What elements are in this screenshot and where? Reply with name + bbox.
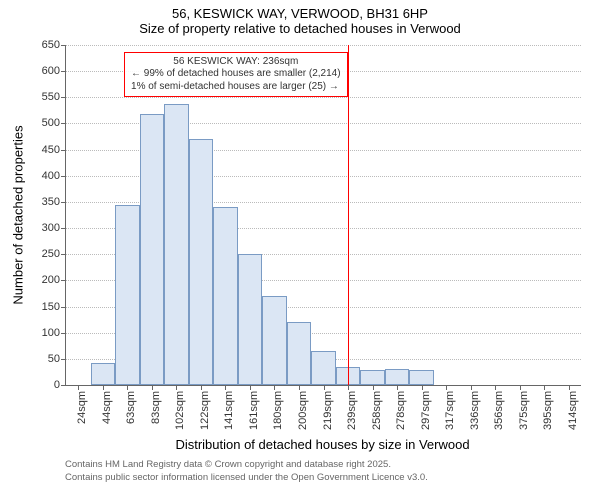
- y-tick-label: 450: [42, 144, 66, 156]
- histogram-bar: [262, 296, 287, 385]
- x-tick-label: 356sqm: [491, 391, 505, 430]
- annotation-line: ← 99% of detached houses are smaller (2,…: [131, 68, 341, 81]
- x-tick-mark: [225, 385, 226, 390]
- y-tick-label: 250: [42, 248, 66, 260]
- x-tick-label: 219sqm: [320, 391, 334, 430]
- x-tick-label: 336sqm: [467, 391, 481, 430]
- x-tick-label: 141sqm: [221, 391, 235, 430]
- histogram-bar: [91, 363, 116, 385]
- y-tick-label: 300: [42, 222, 66, 234]
- y-tick-label: 350: [42, 196, 66, 208]
- histogram-bar: [287, 322, 312, 385]
- annotation-box: 56 KESWICK WAY: 236sqm← 99% of detached …: [124, 52, 348, 98]
- x-tick-label: 317sqm: [442, 391, 456, 430]
- x-tick-mark: [324, 385, 325, 390]
- footer-line-1: Contains HM Land Registry data © Crown c…: [65, 459, 391, 470]
- reference-line: [348, 45, 349, 385]
- y-axis-label: Number of detached properties: [11, 125, 26, 304]
- annotation-line: 1% of semi-detached houses are larger (2…: [131, 81, 341, 94]
- histogram-bar: [360, 370, 385, 385]
- histogram-bar: [189, 139, 214, 385]
- x-axis-label: Distribution of detached houses by size …: [175, 437, 469, 452]
- x-tick-mark: [103, 385, 104, 390]
- x-tick-mark: [422, 385, 423, 390]
- x-tick-label: 375sqm: [516, 391, 530, 430]
- x-tick-label: 180sqm: [270, 391, 284, 430]
- x-tick-mark: [373, 385, 374, 390]
- x-tick-label: 278sqm: [393, 391, 407, 430]
- grid-line: [66, 97, 581, 98]
- y-tick-label: 50: [48, 353, 66, 365]
- x-tick-label: 24sqm: [74, 391, 88, 424]
- x-tick-label: 63sqm: [123, 391, 137, 424]
- x-tick-mark: [127, 385, 128, 390]
- title-line-2: Size of property relative to detached ho…: [0, 21, 600, 36]
- y-tick-label: 650: [42, 39, 66, 51]
- y-tick-label: 600: [42, 65, 66, 77]
- y-tick-label: 550: [42, 91, 66, 103]
- histogram-bar: [238, 254, 263, 385]
- histogram-bar: [164, 104, 189, 385]
- footer-line-2: Contains public sector information licen…: [65, 472, 428, 483]
- x-tick-label: 200sqm: [295, 391, 309, 430]
- x-tick-mark: [544, 385, 545, 390]
- histogram-bar: [311, 351, 336, 385]
- x-tick-mark: [446, 385, 447, 390]
- x-tick-mark: [471, 385, 472, 390]
- y-tick-label: 150: [42, 301, 66, 313]
- histogram-bar: [115, 205, 140, 385]
- y-tick-label: 0: [54, 379, 66, 391]
- x-tick-mark: [152, 385, 153, 390]
- x-tick-label: 102sqm: [172, 391, 186, 430]
- histogram-bar: [140, 114, 165, 385]
- x-tick-label: 297sqm: [418, 391, 432, 430]
- x-tick-mark: [78, 385, 79, 390]
- grid-line: [66, 45, 581, 46]
- x-tick-mark: [299, 385, 300, 390]
- histogram-bar: [213, 207, 238, 385]
- x-tick-label: 122sqm: [197, 391, 211, 430]
- x-tick-mark: [569, 385, 570, 390]
- x-tick-mark: [348, 385, 349, 390]
- y-tick-label: 400: [42, 170, 66, 182]
- y-tick-label: 500: [42, 117, 66, 129]
- histogram-bar: [385, 369, 410, 385]
- x-tick-mark: [250, 385, 251, 390]
- annotation-line: 56 KESWICK WAY: 236sqm: [131, 56, 341, 69]
- title-line-1: 56, KESWICK WAY, VERWOOD, BH31 6HP: [0, 6, 600, 21]
- x-tick-mark: [397, 385, 398, 390]
- x-tick-mark: [520, 385, 521, 390]
- x-tick-label: 395sqm: [540, 391, 554, 430]
- histogram-bar: [409, 370, 434, 385]
- x-tick-label: 83sqm: [148, 391, 162, 424]
- x-tick-mark: [274, 385, 275, 390]
- chart-container: 56, KESWICK WAY, VERWOOD, BH31 6HP Size …: [0, 0, 600, 500]
- x-tick-mark: [176, 385, 177, 390]
- x-tick-mark: [495, 385, 496, 390]
- y-tick-label: 200: [42, 274, 66, 286]
- x-tick-label: 44sqm: [99, 391, 113, 424]
- x-tick-label: 258sqm: [369, 391, 383, 430]
- x-tick-label: 414sqm: [565, 391, 579, 430]
- y-tick-label: 100: [42, 327, 66, 339]
- x-tick-label: 239sqm: [344, 391, 358, 430]
- x-tick-label: 161sqm: [246, 391, 260, 430]
- x-tick-mark: [201, 385, 202, 390]
- plot-area: 0501001502002503003504004505005506006502…: [65, 45, 581, 386]
